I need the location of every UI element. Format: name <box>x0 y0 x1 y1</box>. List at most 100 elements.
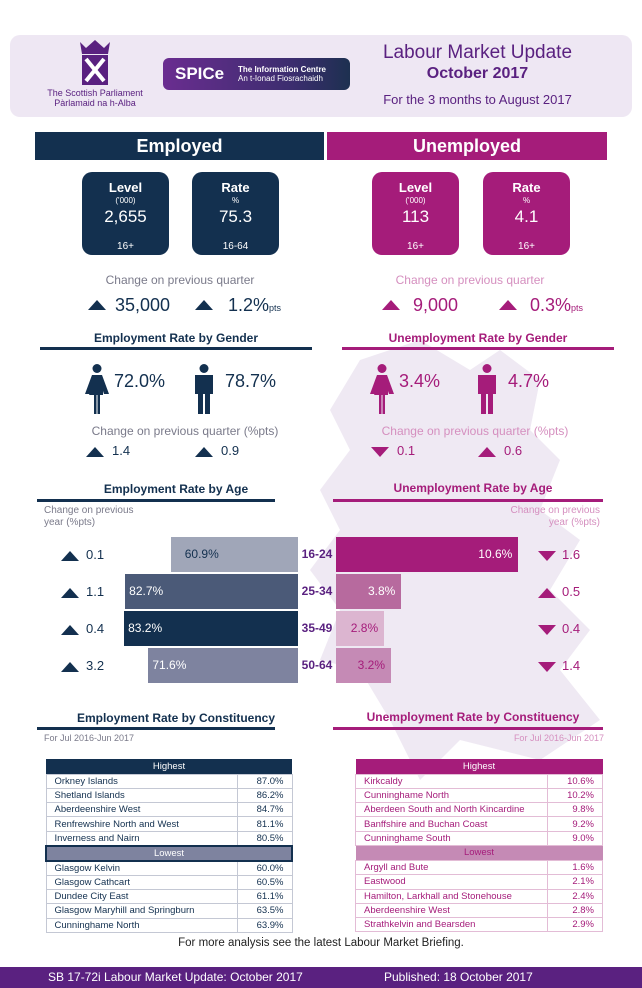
constituency-rate: 87.0% <box>236 773 293 789</box>
constituency-rate: 63.5% <box>236 903 293 919</box>
unemployed-rate-card: Rate % 4.1 16+ <box>483 172 570 255</box>
card-age-range: 16+ <box>407 241 424 252</box>
constituency-name: Cunninghame North <box>355 787 548 804</box>
age-group-label: 16-24 <box>301 547 333 561</box>
card-title: Level <box>398 180 433 195</box>
unemployed-level-card: Level ('000) 113 16+ <box>372 172 459 255</box>
section-divider <box>342 347 614 350</box>
arrow-down-icon <box>538 625 556 635</box>
unemployed-male-change: 0.6 <box>504 443 523 458</box>
age-change-label: year (%pts) <box>44 517 96 528</box>
constituency-name: Banffshire and Buchan Coast <box>355 816 548 832</box>
table-row: Glasgow Kelvin 60.0% <box>45 860 293 876</box>
constituency-rate: 2.1% <box>547 874 603 890</box>
section-divider <box>40 347 312 350</box>
employment-age-bar: 60.9% <box>170 537 298 572</box>
spice-logo: SPICe The Information Centre An t-Ionad F… <box>163 58 350 90</box>
constituency-rate: 1.6% <box>547 859 603 876</box>
card-unit: ('000) <box>405 196 426 205</box>
employed-gender-change-label: Change on previous quarter (%pts) <box>91 424 279 438</box>
constituency-name: Aberdeen South and North Kincardine <box>355 802 548 818</box>
unemployment-age-bar: 3.8% <box>336 574 402 609</box>
constituency-rate: 84.7% <box>236 802 293 818</box>
arrow-up-icon <box>61 662 79 672</box>
section-divider <box>333 499 603 502</box>
employed-rate-card: Rate % 75.3 16-64 <box>192 172 279 255</box>
spice-tagline-gaelic: An t-Ionad Fiosrachaidh <box>238 74 323 83</box>
constituency-name: Argyll and Bute <box>355 859 548 876</box>
table-row: Glasgow Maryhill and Springburn 63.5% <box>45 903 293 919</box>
table-row: Argyll and Bute 1.6% <box>355 859 603 876</box>
lowest-header: Lowest <box>355 845 603 861</box>
bar-label: 3.2% <box>357 658 386 672</box>
arrow-down-icon <box>538 551 556 561</box>
constituency-name: Dundee City East <box>45 888 238 905</box>
constituency-rate: 2.4% <box>547 888 603 904</box>
unemployment-constituency-title: Unemployment Rate by Constituency <box>366 710 580 724</box>
spice-tagline: The Information Centre <box>238 65 327 74</box>
arrow-up-icon <box>61 588 79 598</box>
employed-change-label: Change on previous quarter <box>105 273 255 287</box>
constituency-rate: 10.6% <box>547 773 603 789</box>
unemp-constituency-table: Highest Kirkcaldy 10.6% Cunninghame North 10… <box>355 759 603 933</box>
constituency-name: Strathkelvin and Bearsden <box>355 917 548 933</box>
bar-label: 3.8% <box>368 584 396 598</box>
page-date: October 2017 <box>426 65 529 82</box>
constituency-name: Glasgow Kelvin <box>45 860 238 876</box>
constituency-rate: 9.0% <box>547 830 603 846</box>
constituency-rate: 60.5% <box>236 874 293 890</box>
arrow-up-icon <box>61 551 79 561</box>
bar-label: 71.6% <box>152 658 187 672</box>
arrow-up-icon <box>382 300 400 310</box>
constituency-rate: 9.8% <box>547 802 603 818</box>
constituency-name: Glasgow Maryhill and Springburn <box>45 903 238 919</box>
bar-label: 2.8% <box>350 621 379 635</box>
constituency-name: Cunninghame South <box>355 830 548 846</box>
table-row: Strathkelvin and Bearsden 2.9% <box>355 917 603 933</box>
table-row: Inverness and Nairn 80.5% <box>45 830 293 847</box>
unemployed-rate-change: 0.3% <box>530 295 572 315</box>
table-row: Banffshire and Buchan Coast 9.2% <box>355 816 603 832</box>
table-row: Cunninghame North 10.2% <box>355 787 603 804</box>
constituency-name: Hamilton, Larkhall and Stonehouse <box>355 888 548 904</box>
employed-level-change: 35,000 <box>115 295 171 315</box>
unemployment-age-change: 0.4 <box>562 621 581 636</box>
card-age-range: 16+ <box>117 241 134 252</box>
card-value: 4.1 <box>514 207 539 226</box>
arrow-up-icon <box>195 300 213 310</box>
highest-header: Highest <box>46 759 292 774</box>
employment-constituency-title: Employment Rate by Constituency <box>76 711 276 725</box>
employment-age-change: 1.1 <box>86 584 105 599</box>
unemployment-age-change: 1.4 <box>562 658 581 673</box>
constituency-name: Orkney Islands <box>45 773 238 789</box>
employment-age-bar: 71.6% <box>148 648 298 683</box>
male-figure-icon <box>478 364 496 414</box>
table-row: Hamilton, Larkhall and Stonehouse 2.4% <box>355 888 603 904</box>
pts-suffix: pts <box>571 303 584 313</box>
constituency-period: For Jul 2016-Jun 2017 <box>44 733 135 743</box>
employment-age-bar: 83.2% <box>124 611 298 646</box>
bar-label: 10.6% <box>478 547 513 561</box>
section-divider <box>37 727 275 730</box>
employed-level-card: Level ('000) 2,655 16+ <box>82 172 169 255</box>
unemployment-age-bar: 10.6% <box>336 537 519 572</box>
constituency-rate: 2.8% <box>547 902 603 919</box>
bar-label: 83.2% <box>128 621 163 635</box>
card-unit: % <box>522 196 531 205</box>
footer-reference: SB 17-72i Labour Market Update: October … <box>48 970 303 984</box>
constituency-rate: 10.2% <box>547 787 603 804</box>
constituency-name: Inverness and Nairn <box>45 830 238 847</box>
unemployed-gender-change-label: Change on previous quarter (%pts) <box>381 424 569 438</box>
constituency-name: Shetland Islands <box>45 787 238 804</box>
card-unit: ('000) <box>115 196 136 205</box>
constituency-rate: 2.9% <box>547 917 603 933</box>
card-age-range: 16-64 <box>222 241 249 252</box>
org-name-gaelic: Pàrlamaid na h-Alba <box>54 98 136 108</box>
table-row: Aberdeen South and North Kincardine 9.8% <box>355 802 603 818</box>
bar-label: 82.7% <box>129 584 164 598</box>
employment-age-change: 0.1 <box>86 547 105 562</box>
unemployment-age-title: Unemployment Rate by Age <box>393 481 553 495</box>
footer-published: Published: 18 October 2017 <box>384 970 533 984</box>
table-row: Aberdeenshire West 84.7% <box>45 802 293 818</box>
employment-age-bar: 82.7% <box>125 574 298 609</box>
